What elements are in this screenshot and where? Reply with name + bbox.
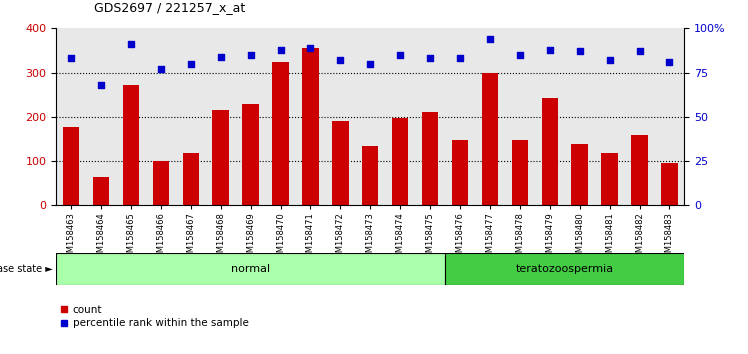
Bar	[183, 153, 199, 205]
Point	[514, 52, 526, 58]
Point	[125, 41, 137, 47]
Bar	[93, 177, 109, 205]
Bar	[332, 121, 349, 205]
Point	[155, 66, 167, 72]
Bar	[242, 104, 259, 205]
Bar	[153, 161, 169, 205]
Bar	[542, 98, 558, 205]
Point	[394, 52, 406, 58]
Text: GDS2697 / 221257_x_at: GDS2697 / 221257_x_at	[94, 1, 245, 14]
Point	[574, 48, 586, 54]
Bar	[56, 253, 445, 285]
Point	[634, 48, 646, 54]
Point	[334, 57, 346, 63]
Bar	[512, 140, 528, 205]
Bar	[571, 144, 588, 205]
Bar	[302, 48, 319, 205]
Text: normal: normal	[231, 264, 270, 274]
Point	[95, 82, 107, 88]
Text: teratozoospermia: teratozoospermia	[515, 264, 614, 274]
Bar	[422, 113, 438, 205]
Point	[65, 56, 77, 61]
Point	[185, 61, 197, 67]
Text: disease state ►: disease state ►	[0, 264, 52, 274]
Bar	[63, 127, 79, 205]
Point	[544, 47, 556, 52]
Point	[484, 36, 496, 42]
Point	[215, 54, 227, 59]
Point	[245, 52, 257, 58]
Bar	[272, 62, 289, 205]
Bar	[601, 153, 618, 205]
Bar	[631, 136, 648, 205]
Point	[364, 61, 376, 67]
Point	[424, 56, 436, 61]
Bar	[362, 145, 378, 205]
Bar	[212, 110, 229, 205]
Point	[663, 59, 675, 65]
Bar	[482, 73, 498, 205]
Point	[454, 56, 466, 61]
Legend: count, percentile rank within the sample: count, percentile rank within the sample	[56, 301, 253, 332]
Bar	[123, 85, 139, 205]
Point	[604, 57, 616, 63]
Point	[275, 47, 286, 52]
Point	[304, 45, 316, 51]
Bar	[445, 253, 684, 285]
Bar	[392, 118, 408, 205]
Bar	[661, 163, 678, 205]
Bar	[452, 140, 468, 205]
